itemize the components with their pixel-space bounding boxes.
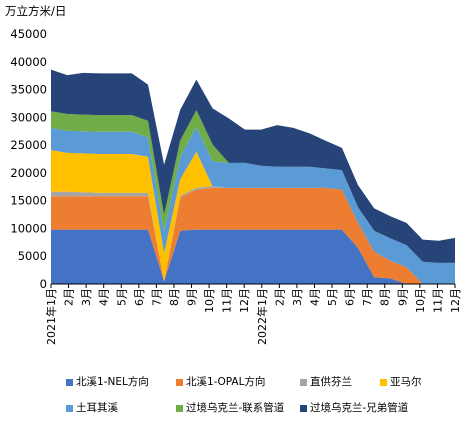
x-tick-label: 2月 [273, 288, 286, 306]
legend-label: 北溪1-NEL方向 [76, 376, 149, 388]
legend-item: 过境乌克兰-联系管道 [176, 401, 284, 415]
x-tick-label: 7月 [361, 288, 374, 306]
legend-swatch [66, 404, 73, 412]
legend-item: 亚马尔 [380, 375, 422, 389]
x-tick-label: 12月 [449, 288, 462, 313]
x-tick-label: 5月 [326, 288, 339, 306]
series-area-6 [51, 110, 455, 263]
x-tick-label: 6月 [133, 288, 146, 306]
legend-item: 直供芬兰 [300, 375, 352, 389]
x-tick-label: 9月 [396, 288, 409, 306]
y-axis: 0 5000 10000 15000 20000 25000 30000 35000 40000… [10, 27, 47, 291]
chart-plot: 0 5000 10000 15000 20000 25000 30000 35000 40000… [10, 27, 462, 345]
legend-label: 亚马尔 [390, 376, 422, 388]
series-area-1 [51, 229, 455, 284]
x-tick-label: 7月 [150, 288, 163, 306]
legend-item: 北溪1-NEL方向 [66, 375, 149, 389]
x-tick-label: 8月 [168, 288, 181, 306]
legend-swatch [176, 404, 183, 412]
y-tick-label: 25000 [10, 138, 47, 152]
y-tick-label: 15000 [10, 194, 47, 208]
x-axis: 2021年1月 2月 3月 4月 5月 6月 7月 8月 9月 10月 11月 12月 2022年1月 2… [44, 283, 462, 345]
x-tick-label: 12月 [238, 288, 251, 313]
legend-swatch [300, 404, 307, 412]
y-tick-label: 35000 [10, 83, 47, 97]
series-area-4 [51, 150, 455, 284]
y-tick-label: 20000 [10, 166, 47, 180]
legend-label: 过境乌克兰-兄弟管道 [310, 402, 409, 414]
series-area-2 [51, 187, 455, 284]
x-tick-label: 10月 [414, 288, 427, 313]
legend-label: 土耳其溪 [76, 402, 118, 414]
x-tick-label: 5月 [115, 288, 128, 306]
y-tick-label: 40000 [10, 55, 47, 69]
x-tick-label: 2022年1月 [255, 288, 269, 345]
x-tick-label: 6月 [344, 288, 357, 306]
x-tick-label: 4月 [308, 288, 321, 306]
legend-label: 直供芬兰 [310, 376, 352, 388]
x-tick-label: 11月 [431, 288, 444, 313]
y-tick-label: 10000 [10, 221, 47, 235]
x-tick-label: 3月 [291, 288, 304, 306]
legend-swatch [380, 378, 387, 386]
legend-label: 过境乌克兰-联系管道 [186, 402, 285, 414]
legend-item: 过境乌克兰-兄弟管道 [300, 401, 408, 415]
y-tick-label: 30000 [10, 110, 47, 124]
series-area-5 [51, 126, 455, 284]
legend: 北溪1-NEL方向 北溪1-OPAL方向 直供芬兰 亚马尔土耳其溪 过境乌克兰-联系管道… [0, 365, 468, 427]
series-area-7 [51, 69, 455, 263]
x-tick-label: 2021年1月 [44, 288, 58, 345]
y-tick-label: 45000 [10, 27, 47, 41]
x-tick-label: 8月 [379, 288, 392, 306]
x-tick-label: 9月 [186, 288, 199, 306]
x-tick-label: 2月 [63, 288, 76, 306]
y-tick-label: 5000 [18, 249, 47, 263]
x-tick-label: 3月 [80, 288, 93, 306]
legend-label: 北溪1-OPAL方向 [186, 376, 266, 388]
legend-item: 土耳其溪 [66, 401, 118, 415]
x-tick-label: 10月 [203, 288, 216, 313]
legend-swatch [66, 378, 73, 386]
legend-swatch [300, 378, 307, 386]
area-layers [51, 69, 455, 284]
x-tick-label: 4月 [98, 288, 111, 306]
legend-swatch [176, 378, 183, 386]
legend-item: 北溪1-OPAL方向 [176, 375, 265, 389]
unit-label: 万立方米/日 [5, 4, 67, 18]
series-area-3 [51, 186, 455, 284]
y-tick-label: 0 [40, 277, 47, 291]
x-tick-label: 11月 [221, 288, 234, 313]
